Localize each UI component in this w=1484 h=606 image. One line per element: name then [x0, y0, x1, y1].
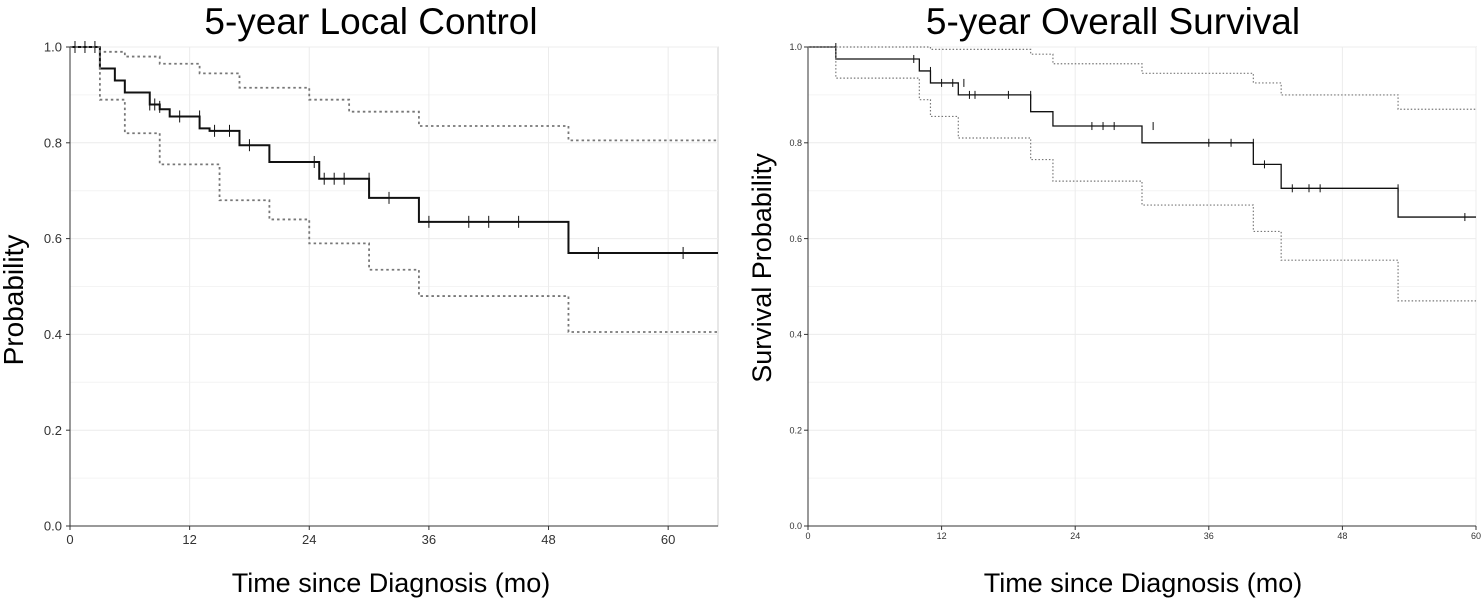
- x-tick-label: 48: [541, 532, 555, 547]
- confidence-bound: [70, 46, 718, 333]
- y-tick-label: 0.4: [789, 330, 802, 340]
- overall-survival-panel: 5-year Overall Survival Time since Diagn…: [742, 0, 1484, 606]
- chart-title: 5-year Local Control: [204, 1, 538, 42]
- x-tick-label: 36: [1204, 531, 1214, 541]
- x-tick-label: 0: [66, 532, 73, 547]
- y-tick-label: 0.2: [44, 423, 62, 438]
- y-tick-label: 0.0: [789, 521, 802, 531]
- x-tick-label: 0: [805, 531, 810, 541]
- survival-curve: [808, 46, 1476, 218]
- y-tick-label: 1.0: [44, 40, 62, 55]
- confidence-bound: [70, 46, 718, 142]
- y-tick-label: 0.2: [789, 425, 802, 435]
- x-tick-label: 36: [422, 532, 436, 547]
- y-tick-label: 0.4: [44, 327, 62, 342]
- x-tick-label: 12: [937, 531, 947, 541]
- y-tick-label: 0.0: [44, 519, 62, 534]
- x-tick-label: 12: [182, 532, 196, 547]
- x-tick-label: 24: [302, 532, 316, 547]
- x-tick-label: 60: [661, 532, 675, 547]
- x-tick-label: 60: [1471, 531, 1481, 541]
- x-tick-label: 24: [1070, 531, 1080, 541]
- x-axis-label: Time since Diagnosis (mo): [983, 568, 1303, 598]
- y-tick-label: 0.8: [44, 135, 62, 150]
- local-control-panel: 5-year Local Control Probability Time si…: [0, 1, 551, 598]
- x-axis-label: Time since Diagnosis (mo): [231, 568, 551, 598]
- chart-title: 5-year Overall Survival: [925, 1, 1301, 42]
- confidence-bound: [808, 46, 1476, 110]
- y-tick-label: 0.8: [789, 138, 802, 148]
- confidence-bound: [808, 46, 1476, 302]
- x-tick-label: 48: [1337, 531, 1347, 541]
- survival-curve: [70, 46, 718, 254]
- y-tick-label: 0.6: [789, 234, 802, 244]
- y-tick-label: 1.0: [789, 42, 802, 52]
- y-tick-label: 0.6: [44, 231, 62, 246]
